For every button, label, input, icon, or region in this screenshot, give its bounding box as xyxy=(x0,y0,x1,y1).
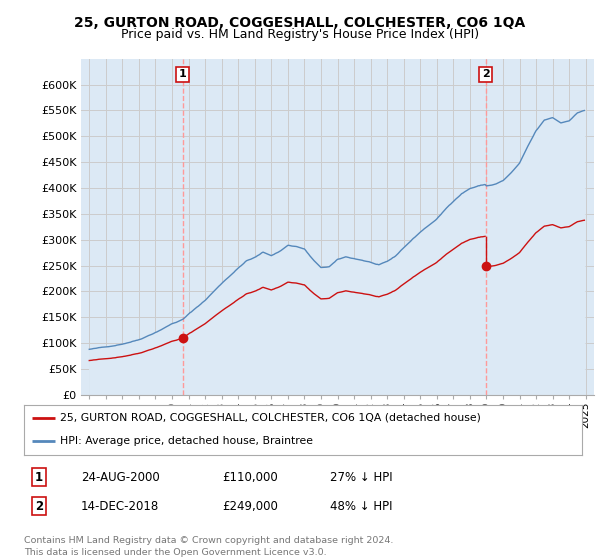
Text: 24-AUG-2000: 24-AUG-2000 xyxy=(81,470,160,484)
Text: 25, GURTON ROAD, COGGESHALL, COLCHESTER, CO6 1QA: 25, GURTON ROAD, COGGESHALL, COLCHESTER,… xyxy=(74,16,526,30)
Text: 14-DEC-2018: 14-DEC-2018 xyxy=(81,500,159,513)
Text: 27% ↓ HPI: 27% ↓ HPI xyxy=(330,470,392,484)
Text: 2: 2 xyxy=(482,69,490,80)
Text: 2: 2 xyxy=(35,500,43,513)
Text: Contains HM Land Registry data © Crown copyright and database right 2024.
This d: Contains HM Land Registry data © Crown c… xyxy=(24,536,394,557)
Text: 1: 1 xyxy=(35,470,43,484)
Text: HPI: Average price, detached house, Braintree: HPI: Average price, detached house, Brai… xyxy=(60,436,313,446)
Text: Price paid vs. HM Land Registry's House Price Index (HPI): Price paid vs. HM Land Registry's House … xyxy=(121,28,479,41)
Text: 1: 1 xyxy=(179,69,187,80)
Text: 25, GURTON ROAD, COGGESHALL, COLCHESTER, CO6 1QA (detached house): 25, GURTON ROAD, COGGESHALL, COLCHESTER,… xyxy=(60,413,481,423)
Text: £110,000: £110,000 xyxy=(222,470,278,484)
Text: 48% ↓ HPI: 48% ↓ HPI xyxy=(330,500,392,513)
Text: £249,000: £249,000 xyxy=(222,500,278,513)
